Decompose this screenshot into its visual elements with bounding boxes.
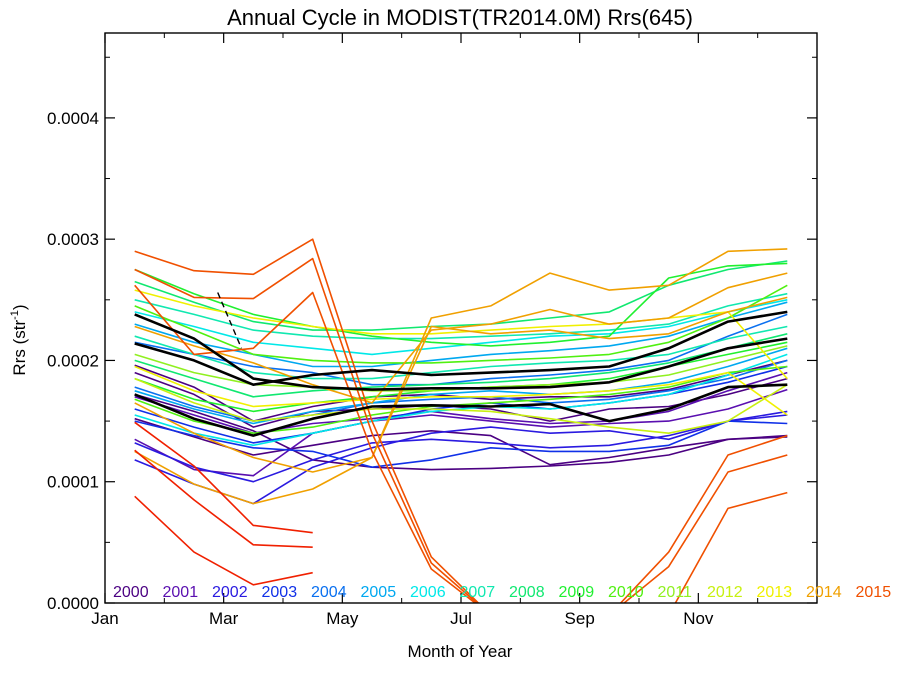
legend-item-2013: 2013 xyxy=(757,584,793,601)
series-line-14 xyxy=(134,353,788,447)
legend: 2000 2001 2002 2003 2004 2005 2006 2007 2008 2009… xyxy=(113,584,891,601)
legend-item-2002: 2002 xyxy=(212,584,248,601)
x-tick-label: Jan xyxy=(91,609,118,628)
series-layer xyxy=(134,238,788,603)
series-line-28 xyxy=(134,248,788,505)
series-line-13 xyxy=(134,347,788,425)
legend-item-2009: 2009 xyxy=(559,584,595,601)
series-line-19 xyxy=(134,333,788,398)
series-line-8 xyxy=(134,420,788,468)
y-tick-label: 0.0004 xyxy=(47,109,99,128)
series-line-31 xyxy=(134,238,788,603)
series-line-30 xyxy=(134,296,788,473)
y-tick-label: 0.0003 xyxy=(47,230,99,249)
x-tick-label: May xyxy=(326,609,359,628)
series-line-37 xyxy=(134,313,788,391)
y-tick-label: 0.0000 xyxy=(47,594,99,613)
x-tick-label: Nov xyxy=(683,609,714,628)
y-tick-label: 0.0001 xyxy=(47,473,99,492)
series-line-4 xyxy=(134,371,788,434)
series-line-5 xyxy=(134,388,788,477)
y-axis-label-group: Rrs (str-1) xyxy=(9,304,29,375)
y-axis-label-sup: -1 xyxy=(9,310,21,320)
series-line-11 xyxy=(134,313,788,386)
x-tick-label: Jul xyxy=(450,609,472,628)
series-line-16 xyxy=(134,325,788,380)
series-line-22 xyxy=(134,284,788,364)
series-line-25 xyxy=(134,377,788,434)
series-line-33 xyxy=(134,284,788,603)
series-line-18 xyxy=(134,260,788,331)
legend-item-2014: 2014 xyxy=(806,584,842,601)
legend-item-2010: 2010 xyxy=(608,584,644,601)
chart-title: Annual Cycle in MODIST(TR2014.0M) Rrs(64… xyxy=(227,5,693,30)
legend-item-2003: 2003 xyxy=(262,584,298,601)
x-tick-label: Sep xyxy=(565,609,595,628)
series-line-26 xyxy=(134,289,788,380)
legend-item-2007: 2007 xyxy=(460,584,496,601)
series-line-35 xyxy=(134,449,313,548)
series-line-12 xyxy=(134,301,788,368)
y-axis-label-main: Rrs (str xyxy=(10,320,29,376)
series-line-36 xyxy=(134,495,313,586)
series-line-38 xyxy=(134,310,788,386)
y-axis-label-tail: ) xyxy=(10,304,29,310)
legend-item-2006: 2006 xyxy=(410,584,446,601)
legend-item-2012: 2012 xyxy=(707,584,743,601)
series-line-27 xyxy=(134,365,788,416)
series-line-32 xyxy=(134,257,788,603)
series-line-17 xyxy=(134,292,788,340)
legend-item-2008: 2008 xyxy=(509,584,545,601)
series-line-0 xyxy=(134,393,788,471)
legend-item-2011: 2011 xyxy=(658,584,693,601)
series-line-1 xyxy=(134,417,788,466)
ticks-layer: Jan Mar May Jul Sep Nov 0.0000 0.0001 0.0002 0.00… xyxy=(47,33,817,628)
series-line-20 xyxy=(134,262,788,347)
x-tick-label: Mar xyxy=(209,609,239,628)
legend-item-2004: 2004 xyxy=(311,584,347,601)
legend-item-2005: 2005 xyxy=(361,584,397,601)
series-line-29 xyxy=(134,272,788,404)
series-line-34 xyxy=(134,421,313,534)
x-axis-label: Month of Year xyxy=(408,642,513,661)
legend-item-2000: 2000 xyxy=(113,584,149,601)
legend-item-2001: 2001 xyxy=(163,584,199,601)
legend-item-2015: 2015 xyxy=(856,584,892,601)
series-line-15 xyxy=(134,299,788,356)
series-line-39 xyxy=(134,383,788,437)
dashed-segment xyxy=(217,292,243,349)
y-tick-label: 0.0002 xyxy=(47,351,99,370)
y-axis-label: Rrs (str-1) xyxy=(9,304,29,375)
series-line-6 xyxy=(134,410,788,483)
